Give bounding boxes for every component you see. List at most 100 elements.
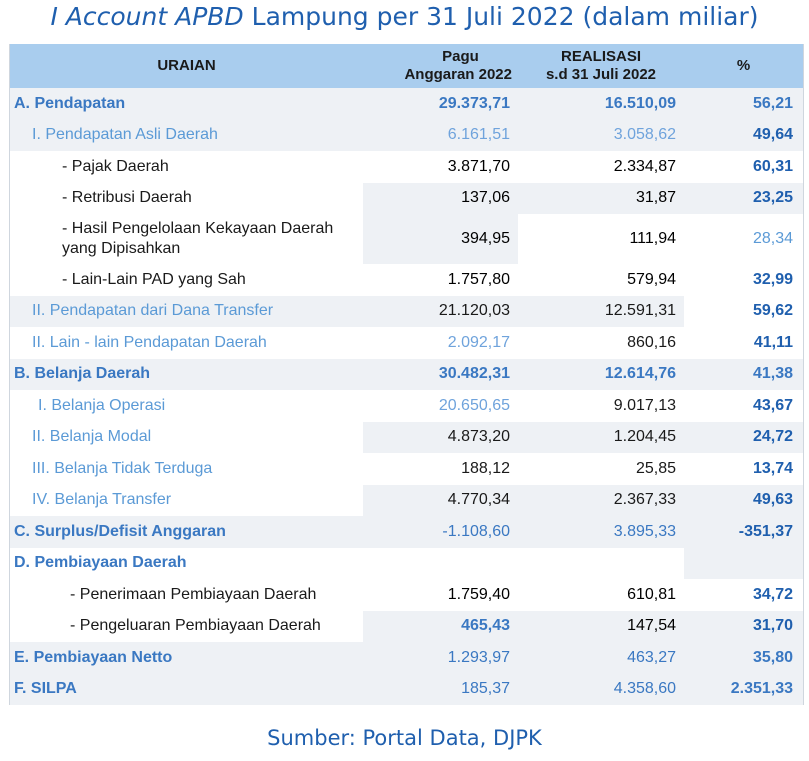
row-pagu: 137,06 — [363, 182, 518, 214]
row-percent: 49,64 — [684, 119, 803, 151]
row-dana-transfer: II. Pendapatan dari Dana Transfer 21.120… — [10, 295, 803, 327]
row-realisasi: 9.017,13 — [613, 396, 676, 414]
row-label: A. Pendapatan — [10, 88, 363, 120]
apbd-table: URAIAN Pagu Anggaran 2022 REALISASI s.d … — [10, 44, 803, 705]
row-percent: 35,80 — [684, 642, 803, 674]
row-pembiayaan-netto: E. Pembiayaan Netto 1.293,97 463,27 35,8… — [10, 642, 803, 674]
title-italic: I Account APBD — [50, 2, 244, 31]
header-percent: % — [684, 44, 803, 88]
row-pagu: 20.650,65 — [438, 396, 510, 414]
row-percent: -351,37 — [684, 516, 803, 548]
row-label: E. Pembiayaan Netto — [10, 642, 363, 674]
row-belanja-tidak-terduga: III. Belanja Tidak Terduga 188,12 25,85 … — [10, 453, 803, 485]
row-pagu: 4.873,20 — [363, 421, 518, 453]
row-percent: 28,34 — [752, 230, 793, 247]
row-pagu: 4.770,34 — [363, 484, 518, 516]
row-pagu: 185,37 — [363, 673, 518, 705]
row-realisasi: 1.204,45 — [518, 421, 684, 453]
row-label: I. Belanja Operasi — [38, 396, 166, 414]
row-percent: 2.351,33 — [684, 673, 803, 705]
row-retribusi-daerah: - Retribusi Daerah 137,06 31,87 23,25 — [10, 182, 803, 214]
header-pagu-line2: Anggaran 2022 — [404, 66, 512, 83]
title-rest: Lampung per 31 Juli 2022 (dalam miliar) — [243, 2, 759, 31]
row-realisasi: 860,16 — [627, 333, 676, 351]
row-pagu: 1.757,80 — [447, 270, 510, 288]
row-realisasi: 579,94 — [627, 270, 676, 288]
row-label: C. Surplus/Defisit Anggaran — [10, 516, 363, 548]
row-realisasi: 3.058,62 — [518, 119, 684, 151]
header-pagu: Pagu Anggaran 2022 — [363, 44, 518, 88]
row-belanja-operasi: I. Belanja Operasi 20.650,65 9.017,13 43… — [10, 390, 803, 422]
row-realisasi: 2.334,87 — [613, 157, 676, 175]
row-pembiayaan-daerah: D. Pembiayaan Daerah — [10, 547, 803, 579]
row-realisasi: 16.510,09 — [518, 88, 684, 120]
row-pagu: 2.092,17 — [447, 333, 510, 351]
row-label: - Retribusi Daerah — [62, 189, 192, 207]
row-pagu: 29.373,71 — [363, 88, 518, 120]
row-realisasi: 4.358,60 — [518, 673, 684, 705]
row-pagu: 188,12 — [461, 459, 510, 477]
row-percent: 24,72 — [684, 421, 803, 453]
row-realisasi: 111,94 — [629, 230, 676, 247]
row-realisasi: 2.367,33 — [518, 484, 684, 516]
row-pagu: -1.108,60 — [363, 516, 518, 548]
row-realisasi: 31,87 — [518, 182, 684, 214]
row-percent: 43,67 — [752, 396, 793, 414]
header-uraian: URAIAN — [10, 44, 363, 88]
row-percent — [684, 547, 803, 579]
row-pagu: 3.871,70 — [447, 157, 510, 175]
row-label: - Pajak Daerah — [62, 157, 169, 175]
row-pajak-daerah: - Pajak Daerah 3.871,70 2.334,87 60,31 — [10, 151, 803, 183]
page-title: I Account APBD Lampung per 31 Juli 2022 … — [0, 2, 809, 31]
row-belanja-daerah: B. Belanja Daerah 30.482,31 12.614,76 41… — [10, 358, 803, 390]
row-pagu: 21.120,03 — [363, 295, 518, 327]
row-label: - Penerimaan Pembiayaan Daerah — [70, 585, 317, 603]
row-pagu: 6.161,51 — [363, 119, 518, 151]
row-hasil-pengelolaan: - Hasil Pengelolaan Kekayaan Daerah yang… — [10, 214, 803, 264]
row-belanja-modal: II. Belanja Modal 4.873,20 1.204,45 24,7… — [10, 421, 803, 453]
header-realisasi-line2: s.d 31 Juli 2022 — [545, 66, 657, 83]
row-label: - Hasil Pengelolaan Kekayaan Daerah yang… — [62, 220, 334, 257]
row-label: III. Belanja Tidak Terduga — [32, 459, 213, 477]
row-percent: 49,63 — [684, 484, 803, 516]
row-realisasi: 610,81 — [627, 585, 676, 603]
row-percent: 13,74 — [752, 459, 793, 477]
row-pagu — [363, 547, 518, 579]
header-pagu-line1: Pagu — [442, 48, 479, 65]
row-label: II. Belanja Modal — [32, 428, 152, 446]
row-label: D. Pembiayaan Daerah — [10, 547, 363, 579]
row-lain-pad: - Lain-Lain PAD yang Sah 1.757,80 579,94… — [10, 264, 803, 296]
row-label: F. SILPA — [10, 673, 363, 705]
row-lain-pendapatan: II. Lain - lain Pendapatan Daerah 2.092,… — [10, 327, 803, 359]
row-pagu: 1.293,97 — [363, 642, 518, 674]
header-realisasi: REALISASI s.d 31 Juli 2022 — [518, 44, 684, 88]
row-percent: 31,70 — [684, 610, 803, 642]
row-pagu: 30.482,31 — [363, 358, 518, 390]
row-percent: 23,25 — [684, 182, 803, 214]
row-label: - Lain-Lain PAD yang Sah — [62, 270, 246, 288]
row-pagu: 394,95 — [363, 214, 518, 264]
row-percent: 41,11 — [753, 333, 793, 351]
row-realisasi: 12.591,31 — [518, 295, 684, 327]
row-label: II. Pendapatan dari Dana Transfer — [10, 295, 363, 327]
row-label: B. Belanja Daerah — [10, 358, 363, 390]
row-realisasi — [518, 547, 684, 579]
row-percent: 32,99 — [752, 270, 793, 288]
row-percent: 56,21 — [684, 88, 803, 120]
row-label: I. Pendapatan Asli Daerah — [10, 119, 363, 151]
row-realisasi: 12.614,76 — [518, 358, 684, 390]
row-percent: 59,62 — [752, 302, 793, 320]
row-label: - Pengeluaran Pembiayaan Daerah — [70, 617, 321, 635]
row-realisasi: 463,27 — [518, 642, 684, 674]
row-silpa: F. SILPA 185,37 4.358,60 2.351,33 — [10, 673, 803, 705]
row-pagu: 1.759,40 — [447, 585, 510, 603]
header-realisasi-line1: REALISASI — [560, 48, 641, 65]
row-label: II. Lain - lain Pendapatan Daerah — [32, 333, 267, 351]
row-pendapatan: A. Pendapatan 29.373,71 16.510,09 56,21 — [10, 88, 803, 120]
row-percent: 34,72 — [752, 585, 793, 603]
row-penerimaan-pembiayaan: - Penerimaan Pembiayaan Daerah 1.759,40 … — [10, 579, 803, 611]
row-pad: I. Pendapatan Asli Daerah 6.161,51 3.058… — [10, 119, 803, 151]
header-row: URAIAN Pagu Anggaran 2022 REALISASI s.d … — [10, 44, 803, 88]
row-surplus-defisit: C. Surplus/Defisit Anggaran -1.108,60 3.… — [10, 516, 803, 548]
source-caption: Sumber: Portal Data, DJPK — [267, 726, 542, 750]
